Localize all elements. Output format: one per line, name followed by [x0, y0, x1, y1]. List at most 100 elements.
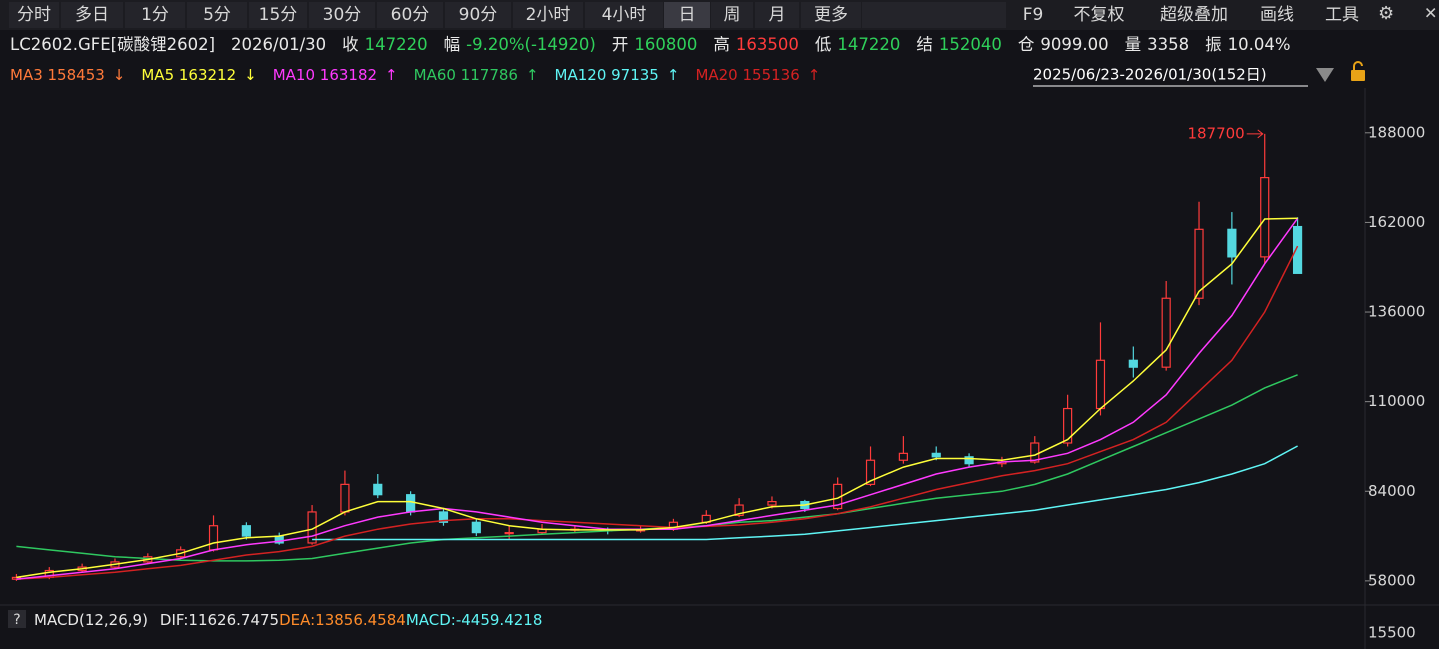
tab-active-bg [664, 2, 710, 28]
ma-legend: MA3 158453 ↓ MA5 163212 ↓ MA10 163182 ↑ MA60 1… [10, 66, 820, 84]
timeframe-tab[interactable]: 5分 [203, 5, 231, 25]
settings-icon[interactable]: ⚙ [1378, 3, 1394, 24]
candle-body [865, 459, 876, 485]
y-tick-label: 162000 [1368, 213, 1425, 231]
tab-bg [9, 2, 59, 28]
ma-label: MA10 163182 [273, 66, 377, 84]
candle-body [1194, 228, 1204, 299]
y-tick-label: 84000 [1368, 482, 1416, 500]
field-label: 结 [916, 35, 933, 54]
timeframe-tab[interactable]: 分时 [17, 5, 51, 25]
timeframe-tab[interactable]: 多日 [75, 5, 109, 25]
range-dropdown[interactable] [1316, 68, 1334, 82]
ma-line [312, 445, 1298, 541]
ma-arrow: ↓ [113, 66, 126, 84]
tab-bg [309, 2, 375, 28]
timeframe-tab[interactable]: 60分 [391, 5, 430, 25]
timeframe-tab[interactable]: 4小时 [602, 5, 647, 25]
macd-dea: DEA:13856.4584 [279, 611, 406, 629]
tab-bg [513, 2, 583, 28]
candle-body [208, 525, 219, 551]
help-icon[interactable]: ? [13, 612, 20, 628]
tool-button[interactable]: 超级叠加 [1160, 5, 1228, 25]
close-icon[interactable]: ✕ [1424, 4, 1437, 23]
field-value: 160800 [634, 35, 697, 54]
peak-arrowhead [1257, 129, 1264, 139]
field-value: 147220 [837, 35, 900, 54]
range-label[interactable]: 2025/06/23-2026/01/30(152日) [1033, 66, 1267, 84]
tool-button[interactable]: 工具 [1325, 5, 1359, 25]
y-tick-label: 136000 [1368, 303, 1425, 321]
tab-bg [125, 2, 185, 28]
lock-icon[interactable] [1351, 70, 1365, 81]
tab-bg [249, 2, 307, 28]
field-value: -9.20%(-14920) [466, 35, 596, 54]
y-tick-label: 110000 [1368, 392, 1425, 410]
ma-label: MA60 117786 [414, 66, 518, 84]
tab-bg [445, 2, 511, 28]
field-value: 3358 [1147, 35, 1189, 54]
tab-bg [585, 2, 663, 28]
ma-arrow: ↓ [244, 66, 257, 84]
candle-body [734, 504, 744, 516]
field-label: 量 [1125, 35, 1142, 54]
timeframe-tab[interactable]: 月 [769, 5, 786, 25]
candle-body [373, 483, 383, 496]
ma-arrow: ↑ [808, 66, 821, 84]
quote-header: LC2602.GFE[碳酸锂2602] 2026/01/30 收 147220 幅 -9.… [10, 35, 1291, 54]
candle-body [241, 525, 251, 537]
ma-line [16, 245, 1299, 580]
ma-label: MA20 155136 [695, 66, 799, 84]
tab-bg [801, 2, 861, 28]
macd-tick-label: 15500 [1368, 624, 1416, 642]
timeframe-tab[interactable]: 日 [679, 5, 696, 25]
tab-bg [377, 2, 443, 28]
field-label: 幅 [444, 35, 461, 54]
field-value: 147220 [365, 35, 428, 54]
field-label: 高 [713, 35, 730, 54]
field-value: 9099.00 [1040, 35, 1108, 54]
candle-body [1095, 359, 1106, 410]
tab-bg [711, 2, 753, 28]
help-box[interactable] [8, 610, 26, 628]
candle-body [504, 532, 514, 535]
macd-dif: DIF:11626.7475 [160, 611, 279, 629]
candle-body [898, 452, 908, 461]
candle-body [931, 452, 941, 458]
tool-button[interactable]: F9 [1023, 5, 1044, 25]
candle-body [1161, 297, 1171, 368]
tab-bg [755, 2, 799, 28]
timeframe-tab[interactable]: 1分 [141, 5, 169, 25]
ma-label: MA3 158453 [10, 66, 105, 84]
field-value: 163500 [736, 35, 799, 54]
candle-body [964, 456, 974, 465]
tool-button[interactable]: 不复权 [1074, 5, 1125, 25]
tool-button[interactable]: 画线 [1260, 5, 1294, 25]
ma-arrow: ↑ [526, 66, 539, 84]
ma-label: MA5 163212 [141, 66, 236, 84]
timeframe-tab[interactable]: 30分 [323, 5, 362, 25]
timeframe-tab[interactable]: 2小时 [526, 5, 571, 25]
y-tick-label: 58000 [1368, 571, 1416, 589]
macd-header: MACD(12,26,9) DIF:11626.7475DEA:13856.458… [34, 611, 542, 629]
field-label: 收 [342, 35, 359, 54]
field-label: 仓 [1018, 35, 1035, 54]
candle-body [1260, 177, 1270, 258]
candle-body [1227, 228, 1237, 258]
ma-line [16, 217, 1298, 579]
timeframe-tab[interactable]: 15分 [259, 5, 298, 25]
field-label: 振 [1205, 35, 1222, 54]
peak-label: 187700 [1187, 124, 1244, 142]
timeframe-tab[interactable]: 周 [724, 5, 741, 25]
candle-body [340, 483, 350, 513]
macd-value: MACD:-4459.4218 [406, 611, 543, 629]
ma-label: MA120 97135 [555, 66, 659, 84]
tab-bg [187, 2, 247, 28]
candle-body [471, 521, 481, 534]
candle-body [1063, 407, 1073, 444]
field-label: 开 [612, 35, 629, 54]
timeframe-tab[interactable]: 更多 [814, 5, 848, 25]
timeframe-tab[interactable]: 90分 [459, 5, 498, 25]
candle-body [406, 494, 416, 513]
candle-body [438, 511, 449, 523]
